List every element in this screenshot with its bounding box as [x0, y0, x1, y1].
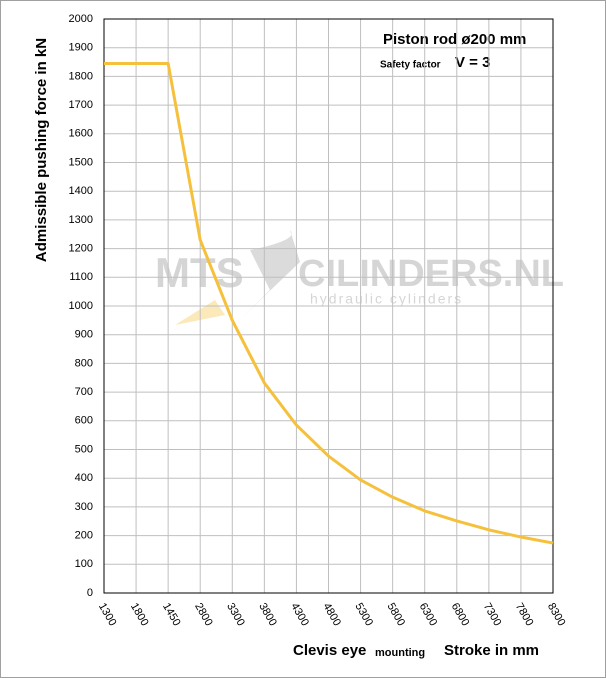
- y-tick-label: 1600: [69, 128, 93, 140]
- y-tick-label: 1400: [69, 185, 93, 197]
- y-tick-label: 1800: [69, 70, 93, 82]
- safety-factor-label: Safety factor: [380, 60, 441, 71]
- watermark-logo: [230, 230, 300, 330]
- y-axis-label: Admissible pushing force in kN: [33, 38, 50, 262]
- y-tick-label: 1700: [69, 99, 93, 111]
- y-tick-label: 600: [75, 415, 93, 427]
- watermark-subtitle: hydraulic cylinders: [310, 291, 463, 307]
- y-tick-label: 200: [75, 530, 93, 542]
- y-tick-label: 1100: [69, 271, 93, 283]
- y-tick-label: 0: [87, 587, 93, 599]
- y-tick-label: 300: [75, 501, 93, 513]
- y-tick-label: 800: [75, 357, 93, 369]
- y-tick-label: 500: [75, 443, 93, 455]
- y-tick-label: 1900: [69, 42, 93, 54]
- x-axis-note: mounting: [375, 647, 425, 659]
- y-tick-label: 400: [75, 472, 93, 484]
- chart-title: Piston rod ø200 mm: [383, 31, 526, 48]
- watermark-right: CILINDERS.NL: [298, 253, 564, 295]
- plot-frame: [103, 18, 554, 594]
- y-tick-label: 700: [75, 386, 93, 398]
- y-tick-label: 1200: [69, 243, 93, 255]
- y-tick-label: 1500: [69, 156, 93, 168]
- y-tick-label: 100: [75, 558, 93, 570]
- y-tick-label: 2000: [69, 13, 93, 25]
- watermark: MTS CILINDERS.NL hydraulic cylinders: [155, 230, 564, 330]
- data-line: [104, 61, 554, 545]
- y-tick-label: 1000: [69, 300, 93, 312]
- safety-factor-value: V = 3: [455, 54, 490, 71]
- y-tick-label: 1300: [69, 214, 93, 226]
- x-axis-units: Stroke in mm: [444, 642, 539, 659]
- x-axis-label: Clevis eye: [293, 642, 366, 659]
- y-tick-label: 900: [75, 329, 93, 341]
- watermark-left: MTS: [155, 249, 244, 296]
